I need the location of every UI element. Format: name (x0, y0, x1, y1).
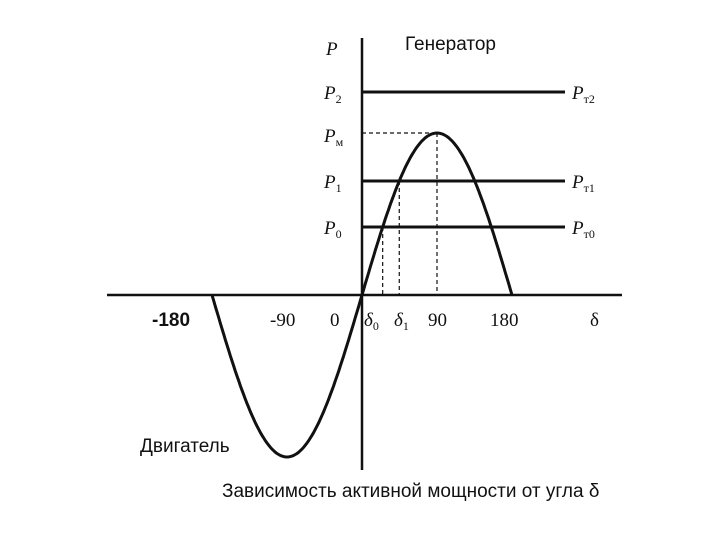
symbol: P (323, 126, 336, 147)
label: Pт0 (571, 218, 595, 241)
label: Pт2 (571, 83, 595, 106)
label: -180 (152, 310, 190, 331)
symbol: P (323, 172, 336, 193)
subscript: 0 (336, 227, 342, 241)
power-angle-curve (210, 131, 514, 459)
symbol: δ (364, 310, 374, 331)
subscript: т2 (584, 92, 595, 106)
label: P2 (323, 83, 342, 106)
subscript: 2 (336, 92, 342, 106)
symbol: P (571, 83, 584, 104)
delta-dashes (382, 181, 400, 295)
subscript: м (336, 135, 344, 149)
label: δ0 (364, 310, 379, 333)
symbol: δ (394, 310, 404, 331)
subscript: 0 (373, 319, 379, 333)
label: P0 (323, 218, 342, 241)
caption: Зависимость активной мощности от угла δ (222, 481, 599, 502)
symbol: P (323, 218, 336, 239)
label: 0 (330, 310, 340, 331)
symbol: P (323, 83, 336, 104)
subscript: т1 (584, 181, 595, 195)
region-label: Генератор (405, 34, 496, 55)
label: Pм (323, 126, 344, 149)
axis-y-label: P (325, 39, 338, 60)
subscript: т0 (584, 227, 595, 241)
label: 180 (490, 310, 519, 331)
subscript: 1 (336, 181, 342, 195)
region-label: Двигатель (140, 436, 230, 457)
label: P1 (323, 172, 342, 195)
label: 90 (428, 310, 447, 331)
label: -90 (270, 310, 295, 331)
symbol: P (571, 218, 584, 239)
subscript: 1 (403, 319, 409, 333)
label: δ1 (394, 310, 409, 333)
symbol: P (571, 172, 584, 193)
label: δ (590, 310, 599, 331)
label: Pт1 (571, 172, 595, 195)
